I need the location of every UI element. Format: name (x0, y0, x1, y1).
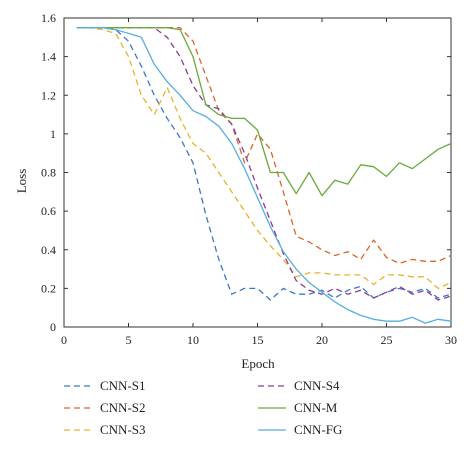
series-line-cnn-m (76, 27, 452, 197)
x-tick-label: 20 (316, 333, 328, 347)
series-line-cnn-s2 (76, 27, 452, 264)
series-line-cnn-s3 (76, 27, 452, 290)
y-tick-label: 0.4 (41, 243, 56, 257)
x-tick-label: 15 (252, 333, 264, 347)
y-tick-label: 0.8 (41, 166, 56, 180)
y-tick-label: 0 (50, 320, 56, 334)
axis-layer: 0 5 10 15 20 25 30 0 0.2 0.4 0.6 0.8 1 1.2 1.4 1.6 (41, 11, 457, 347)
y-tick-label: 1.4 (41, 50, 56, 64)
x-tick-label: 5 (126, 333, 132, 347)
x-tick-label: 10 (187, 333, 199, 347)
y-tick-label: 1.2 (41, 88, 56, 102)
legend-label-cnn-s3: CNN-S3 (100, 422, 146, 437)
legend-label-cnn-fg: CNN-FG (294, 422, 342, 437)
y-tick-label: 0.2 (41, 281, 56, 295)
legend-label-cnn-m: CNN-M (294, 400, 338, 415)
legend-label-cnn-s1: CNN-S1 (100, 378, 146, 393)
y-tick-label: 0.6 (41, 204, 56, 218)
y-tick-label: 1 (50, 127, 56, 141)
legend-label-cnn-s4: CNN-S4 (294, 378, 340, 393)
legend: CNN-S1 CNN-S2 CNN-S3 CNN-S4 CNN-M CNN-FG (64, 378, 342, 437)
x-tick-label: 30 (445, 333, 457, 347)
plot-frame (63, 17, 452, 328)
x-axis-label: Epoch (241, 356, 275, 371)
plot-area (63, 17, 452, 328)
x-tick-label: 0 (61, 333, 67, 347)
series-line-cnn-s1 (76, 27, 452, 301)
y-axis-label: Loss (14, 169, 29, 194)
y-tick-label: 1.6 (41, 11, 56, 25)
x-tick-label: 25 (381, 333, 393, 347)
series-line-cnn-fg (76, 27, 452, 324)
legend-label-cnn-s2: CNN-S2 (100, 400, 146, 415)
series-layer (76, 27, 452, 324)
series-line-cnn-s4 (76, 27, 452, 301)
